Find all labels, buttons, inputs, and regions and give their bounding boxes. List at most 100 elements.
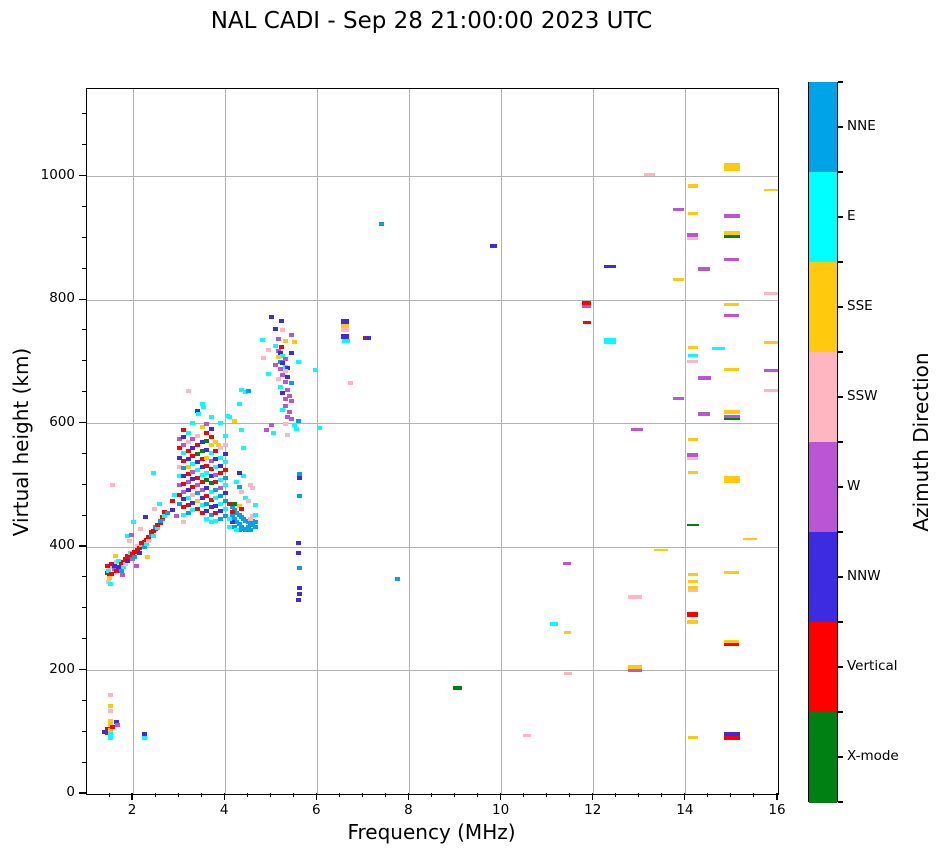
data-point: [284, 415, 290, 420]
data-point: [238, 387, 244, 392]
data-point: [169, 508, 175, 513]
y-minor-tick: [82, 236, 86, 238]
data-point: [340, 324, 349, 329]
data-point: [271, 430, 277, 435]
data-point: [296, 551, 302, 556]
data-point: [204, 447, 210, 452]
data-point: [164, 511, 170, 516]
data-point: [673, 207, 685, 211]
data-point: [687, 611, 699, 617]
data-point: [222, 443, 228, 448]
data-point: [190, 500, 196, 505]
data-point: [231, 501, 237, 506]
data-point: [236, 504, 242, 509]
data-point: [199, 456, 205, 461]
colorbar-tick: [838, 396, 843, 398]
data-point: [199, 448, 205, 453]
x-minor-tick: [569, 793, 571, 797]
data-point: [266, 348, 272, 353]
data-point: [673, 278, 685, 282]
data-point: [181, 520, 187, 525]
data-point: [138, 526, 144, 531]
data-point: [181, 489, 187, 494]
data-point: [628, 595, 643, 600]
y-minor-tick: [82, 113, 86, 115]
data-point: [291, 422, 297, 427]
data-point: [340, 318, 349, 324]
data-point: [113, 568, 119, 573]
data-point: [195, 506, 201, 511]
data-point: [181, 512, 187, 517]
x-minor-tick: [730, 793, 732, 797]
data-point: [296, 598, 302, 603]
data-point: [687, 346, 698, 350]
data-point: [190, 508, 196, 513]
data-point: [294, 426, 300, 431]
data-point: [190, 446, 196, 451]
data-point: [743, 538, 758, 541]
data-point: [218, 420, 224, 425]
data-point: [109, 725, 115, 730]
data-point: [453, 685, 463, 690]
data-point: [108, 582, 114, 587]
data-point: [208, 497, 214, 502]
y-minor-tick: [82, 699, 86, 701]
data-point: [236, 512, 242, 517]
colorbar-tick: [838, 576, 843, 578]
data-point: [234, 480, 240, 485]
y-tick-label: 600: [49, 413, 75, 430]
data-point: [280, 361, 286, 366]
colorbar-tick-label: E: [847, 208, 856, 224]
data-point: [176, 483, 182, 488]
data-point: [195, 452, 201, 457]
x-minor-tick: [292, 793, 294, 797]
y-axis-label: Virtual height (km): [9, 347, 33, 537]
data-point: [711, 346, 725, 350]
x-minor-tick: [108, 793, 110, 797]
y-tick-label: 400: [49, 537, 75, 554]
data-point: [231, 516, 237, 521]
colorbar-tick-label: SSW: [847, 388, 878, 404]
data-point: [124, 533, 130, 538]
y-minor-tick: [82, 607, 86, 609]
data-point: [113, 720, 119, 725]
data-point: [222, 498, 228, 503]
data-point: [204, 455, 210, 460]
data-point: [252, 520, 258, 525]
data-point: [297, 471, 303, 476]
data-point: [394, 577, 400, 582]
data-point: [282, 369, 288, 374]
data-point: [763, 369, 778, 372]
x-tick-label: 6: [312, 802, 321, 818]
data-point: [204, 517, 210, 522]
data-point: [628, 669, 643, 673]
data-point: [222, 475, 228, 480]
data-point: [218, 478, 224, 483]
colorbar-tick: [838, 666, 843, 668]
data-point: [287, 393, 293, 398]
data-point: [522, 734, 531, 738]
data-point: [282, 379, 288, 384]
data-point: [277, 367, 283, 372]
data-point: [252, 525, 258, 530]
data-point: [231, 525, 237, 530]
data-point: [104, 726, 110, 731]
data-point: [243, 527, 249, 532]
data-point: [185, 472, 191, 477]
colorbar-tick: [838, 216, 843, 218]
data-point: [143, 541, 149, 546]
data-point: [152, 506, 158, 511]
data-point: [238, 489, 244, 494]
data-point: [687, 572, 698, 576]
data-point: [134, 543, 140, 548]
x-tick-label: 16: [768, 802, 786, 818]
data-point: [222, 452, 228, 457]
x-tick-label: 10: [492, 802, 510, 818]
y-minor-tick: [82, 267, 86, 269]
data-point: [181, 427, 187, 432]
data-point: [582, 304, 592, 308]
data-point: [724, 257, 740, 261]
data-point: [208, 415, 214, 420]
data-point: [279, 345, 285, 350]
data-point: [190, 469, 196, 474]
